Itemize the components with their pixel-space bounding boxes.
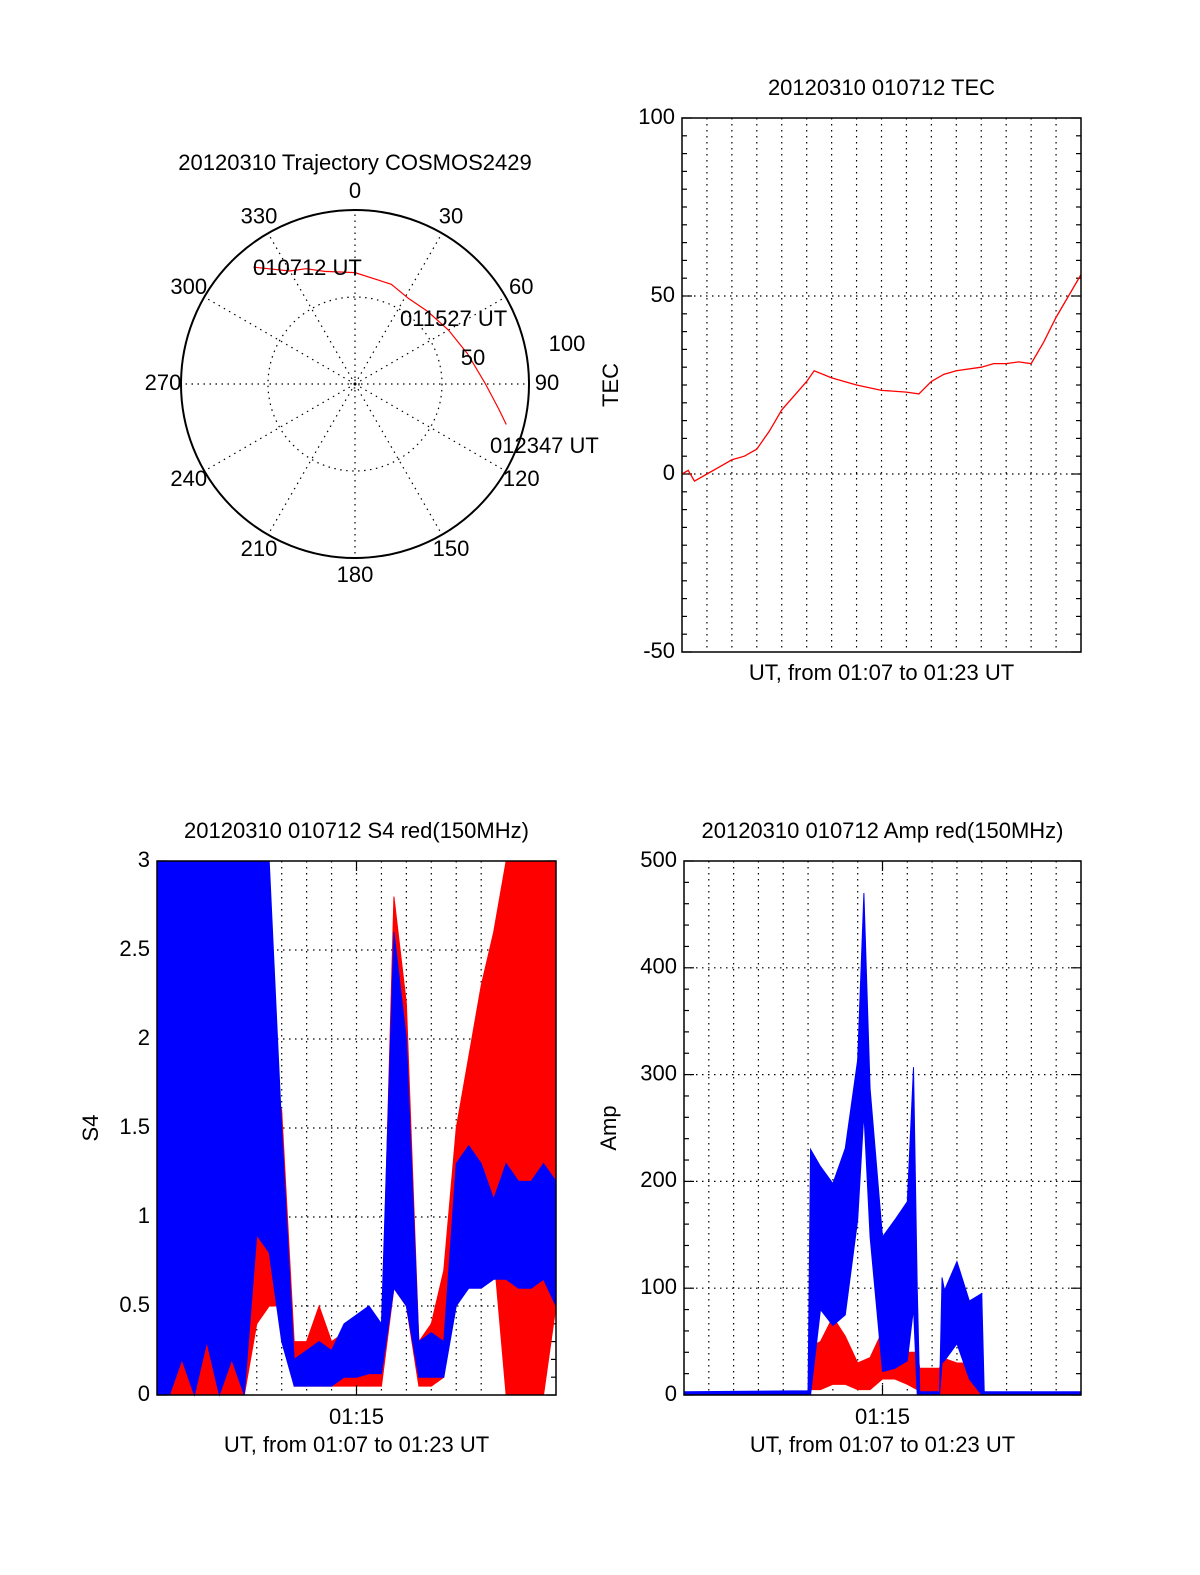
chart-title: 20120310 010712 S4 red(150MHz) [184, 818, 529, 843]
polar-center-ring [350, 379, 360, 389]
polar-spoke [354, 296, 506, 385]
angle-label: 330 [241, 204, 278, 229]
y-tick-label: 0 [665, 1381, 677, 1406]
radial-label-100: 100 [549, 331, 586, 356]
polar-spoke [354, 233, 443, 385]
x-tick-label: 01:15 [329, 1404, 384, 1429]
s4-plot: 20120310 010712 S4 red(150MHz) 0 0.5 1 1.5 2 2… [78, 818, 557, 1457]
polar-spoke [354, 383, 506, 472]
polar-outer-circle [180, 209, 530, 559]
polar-spoke [354, 383, 443, 535]
amp-plot: 20120310 010712 Amp red(150MHz) 0 100 200 30… [596, 818, 1082, 1457]
y-tick-label: 50 [651, 282, 675, 307]
angle-label: 120 [503, 466, 540, 491]
angle-label: 30 [439, 204, 463, 229]
chart-title: 20120310 Trajectory COSMOS2429 [178, 150, 531, 175]
y-axis-label: Amp [596, 1105, 621, 1150]
y-tick-label: 400 [640, 954, 677, 979]
angle-label: 270 [145, 370, 182, 395]
y-tick-label: 100 [640, 1274, 677, 1299]
polar-trajectory-plot: 20120310 Trajectory COSMOS2429 0 30 60 90 120… [145, 150, 599, 587]
trajectory-line [253, 266, 507, 425]
polar-spoke [267, 383, 356, 535]
angle-label: 60 [509, 274, 533, 299]
mid-time-label: 011527 UT [400, 306, 507, 331]
radial-label-50: 50 [461, 345, 485, 370]
y-tick-label: 300 [640, 1060, 677, 1085]
x-axis-label: UT, from 01:07 to 01:23 UT [224, 1432, 489, 1457]
x-tick-label: 01:15 [855, 1404, 910, 1429]
y-tick-label: 500 [640, 847, 677, 872]
angle-label: 240 [170, 466, 207, 491]
plot-frame [681, 117, 1082, 653]
y-tick-label: 2.5 [119, 936, 150, 961]
angle-label: 210 [241, 536, 278, 561]
angle-label: 180 [337, 562, 374, 587]
y-tick-label: 200 [640, 1167, 677, 1192]
y-axis-label: S4 [78, 1115, 103, 1142]
chart-title: 20120310 010712 Amp red(150MHz) [701, 818, 1063, 843]
y-tick-label: 0.5 [119, 1292, 150, 1317]
angle-label: 90 [535, 370, 559, 395]
y-tick-label: 1 [138, 1203, 150, 1228]
end-time-label: 012347 UT [490, 433, 599, 458]
y-tick-label: -50 [643, 638, 675, 663]
polar-ring-50 [267, 296, 443, 472]
tec-plot: 20120310 010712 TEC 100 50 0 -50 UT, from 01:… [598, 75, 1082, 685]
series-line-TEC [681, 274, 1082, 483]
x-axis-label: UT, from 01:07 to 01:23 UT [749, 660, 1014, 685]
angle-label: 150 [433, 536, 470, 561]
angle-label: 0 [349, 178, 361, 203]
angle-label: 300 [170, 274, 207, 299]
y-tick-label: 0 [138, 1381, 150, 1406]
polar-spoke [204, 296, 356, 385]
y-tick-label: 0 [663, 460, 675, 485]
y-tick-label: 3 [138, 847, 150, 872]
polar-spoke [267, 233, 356, 385]
y-tick-label: 100 [638, 104, 675, 129]
y-tick-label: 2 [138, 1025, 150, 1050]
polar-spoke [204, 383, 356, 472]
chart-title: 20120310 010712 TEC [768, 75, 995, 100]
x-axis-label: UT, from 01:07 to 01:23 UT [750, 1432, 1015, 1457]
y-tick-label: 1.5 [119, 1114, 150, 1139]
start-time-label: 010712 UT [253, 255, 362, 280]
y-axis-label: TEC [598, 363, 623, 407]
